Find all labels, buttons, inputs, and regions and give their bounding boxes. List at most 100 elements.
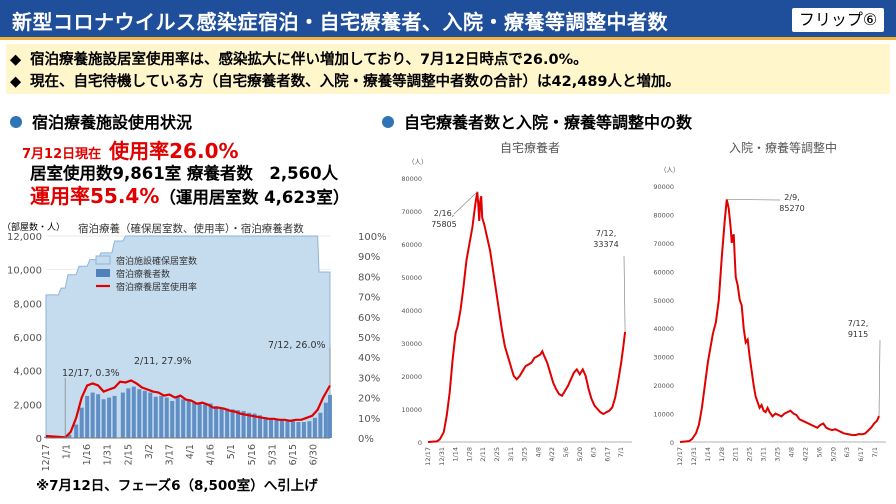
date-label: 7月12日現在 <box>22 147 102 162</box>
series-line <box>679 199 880 443</box>
x-tick-label: 6/3 <box>843 447 851 457</box>
y2-tick-label: 70% <box>358 293 380 304</box>
patient-bar <box>112 395 117 438</box>
y-tick-label: 20000 <box>401 373 422 381</box>
page-title: 新型コロナウイルス感染症宿泊・自宅療養者、入院・療養等調整中者数 <box>12 10 668 34</box>
y2-tick-label: 60% <box>358 313 380 324</box>
patient-bar <box>208 403 213 438</box>
series-line <box>427 191 627 443</box>
x-tick-label: 1/28 <box>718 447 726 462</box>
patient-bar <box>175 396 180 438</box>
annotation-label: 12/17, 0.3% <box>62 368 120 379</box>
patient-bar <box>74 424 79 438</box>
x-tick-label: 2/11 <box>732 447 740 462</box>
patient-bar <box>247 412 252 438</box>
x-tick-label: 6/15 <box>288 444 299 465</box>
x-tick-label: 3/2 <box>144 444 155 459</box>
patient-bar <box>318 412 323 438</box>
section-title-hotel-text: 宿泊療養施設使用状況 <box>32 113 193 132</box>
patient-bar <box>279 420 284 438</box>
x-tick-label: 3/11 <box>760 447 768 462</box>
x-tick-label: 4/22 <box>801 447 809 462</box>
annotation-label: 33374 <box>593 240 618 249</box>
patient-bar <box>241 411 246 438</box>
y-tick-label: 60000 <box>653 268 674 276</box>
x-tick-label: 5/31 <box>267 444 278 465</box>
annotation-label: 2/9, <box>784 193 799 202</box>
y-tick-label: 0 <box>418 439 422 447</box>
diamond-bullet-icon: ◆ <box>10 74 22 90</box>
y-tick-label: 10000 <box>653 411 674 419</box>
summary-line-2: ◆ 現在、自宅待機している方（自宅療養者数、入院・療養等調整中者数の合計）は42,… <box>10 70 680 91</box>
x-tick-label: 6/30 <box>309 444 320 465</box>
y-tick-label: 90000 <box>653 183 674 191</box>
patient-bar <box>214 406 219 438</box>
y2-tick-label: 50% <box>358 333 380 344</box>
patient-bar <box>79 407 84 438</box>
usage-rate-line: 7月12日現在 使用率26.0% <box>22 135 239 164</box>
x-tick-label: 5/20 <box>829 447 837 462</box>
annotation-label: 7/12, <box>848 319 869 328</box>
y-tick-label: 20000 <box>653 382 674 390</box>
x-tick-label: 4/8 <box>787 447 795 457</box>
y-tick-label: 80000 <box>401 175 422 183</box>
x-tick-label: 1/28 <box>465 447 473 462</box>
patient-bar <box>142 390 147 438</box>
patient-bar <box>137 389 142 438</box>
y-axis-unit-label: （人） <box>660 166 680 174</box>
annotation-label: 85270 <box>779 204 804 213</box>
x-tick-label: 12/17 <box>676 447 684 466</box>
legend-label: 宿泊施設確保居室数 <box>116 255 197 267</box>
x-tick-label: 1/14 <box>452 447 460 462</box>
operation-rooms: （運用居室数 4,623室） <box>159 188 350 207</box>
patient-bar <box>307 421 312 438</box>
y-tick-label: 40000 <box>653 325 674 333</box>
y2-tick-label: 90% <box>358 252 380 263</box>
circle-bullet-icon <box>382 116 394 128</box>
patient-bar <box>252 413 257 438</box>
home-treatment-chart: 自宅療養者 （人） 0 10000 20000 30000 40000 50000 60000 7… <box>401 140 632 466</box>
y-tick-label: 50000 <box>401 274 422 282</box>
annotation-label: 7/12, 26.0% <box>268 340 326 351</box>
y2-tick-label: 30% <box>358 373 380 384</box>
section-title-home: 自宅療養者数と入院・療養等調整中の数 <box>382 109 692 133</box>
x-tick-label: 3/25 <box>521 447 529 462</box>
patient-bar <box>301 422 306 438</box>
patient-bar <box>85 395 90 438</box>
patient-bar <box>101 399 106 438</box>
y-tick-label: 10,000 <box>7 266 42 277</box>
usage-rate-line <box>45 379 331 439</box>
annotation-leader <box>623 255 626 332</box>
patient-bar <box>153 396 158 438</box>
chart-title: 自宅療養者 <box>500 140 560 155</box>
patient-bar <box>67 434 72 438</box>
annotation-label: 75805 <box>431 220 456 229</box>
x-tick-label: 5/16 <box>247 444 258 465</box>
x-tick-label: 6/3 <box>590 447 598 457</box>
x-tick-label: 1/1 <box>62 444 73 459</box>
patient-bar <box>170 400 175 438</box>
x-tick-label: 4/8 <box>534 447 542 457</box>
y2-tick-label: 10% <box>358 414 380 425</box>
patient-bar <box>323 402 328 438</box>
x-tick-label: 2/25 <box>746 447 754 462</box>
y-tick-label: 0 <box>670 439 674 447</box>
patient-bar <box>296 422 301 438</box>
patient-bar <box>225 408 230 438</box>
operation-rate-line: 運用率55.4%（運用居室数 4,623室） <box>30 180 349 209</box>
patient-bar <box>192 402 197 438</box>
patient-bar <box>203 404 208 438</box>
x-tick-label: 12/17 <box>41 444 52 471</box>
patient-bar <box>219 407 224 438</box>
y-tick-label: 80000 <box>653 211 674 219</box>
summary-text-2: 現在、自宅待機している方（自宅療養者数、入院・療養等調整中者数の合計）は42,4… <box>30 74 681 90</box>
y-tick-label: 40000 <box>401 307 422 315</box>
y-tick-label: 6,000 <box>13 333 42 344</box>
patient-bar <box>269 418 274 438</box>
y-axis-unit-label: （部屋数・人） <box>2 221 65 233</box>
diamond-bullet-icon: ◆ <box>10 52 22 68</box>
x-tick-label: 6/17 <box>857 447 865 462</box>
usage-rate: 使用率26.0% <box>109 139 239 163</box>
x-tick-label: 4/16 <box>206 444 217 465</box>
legend-swatch-capacity <box>95 255 111 265</box>
